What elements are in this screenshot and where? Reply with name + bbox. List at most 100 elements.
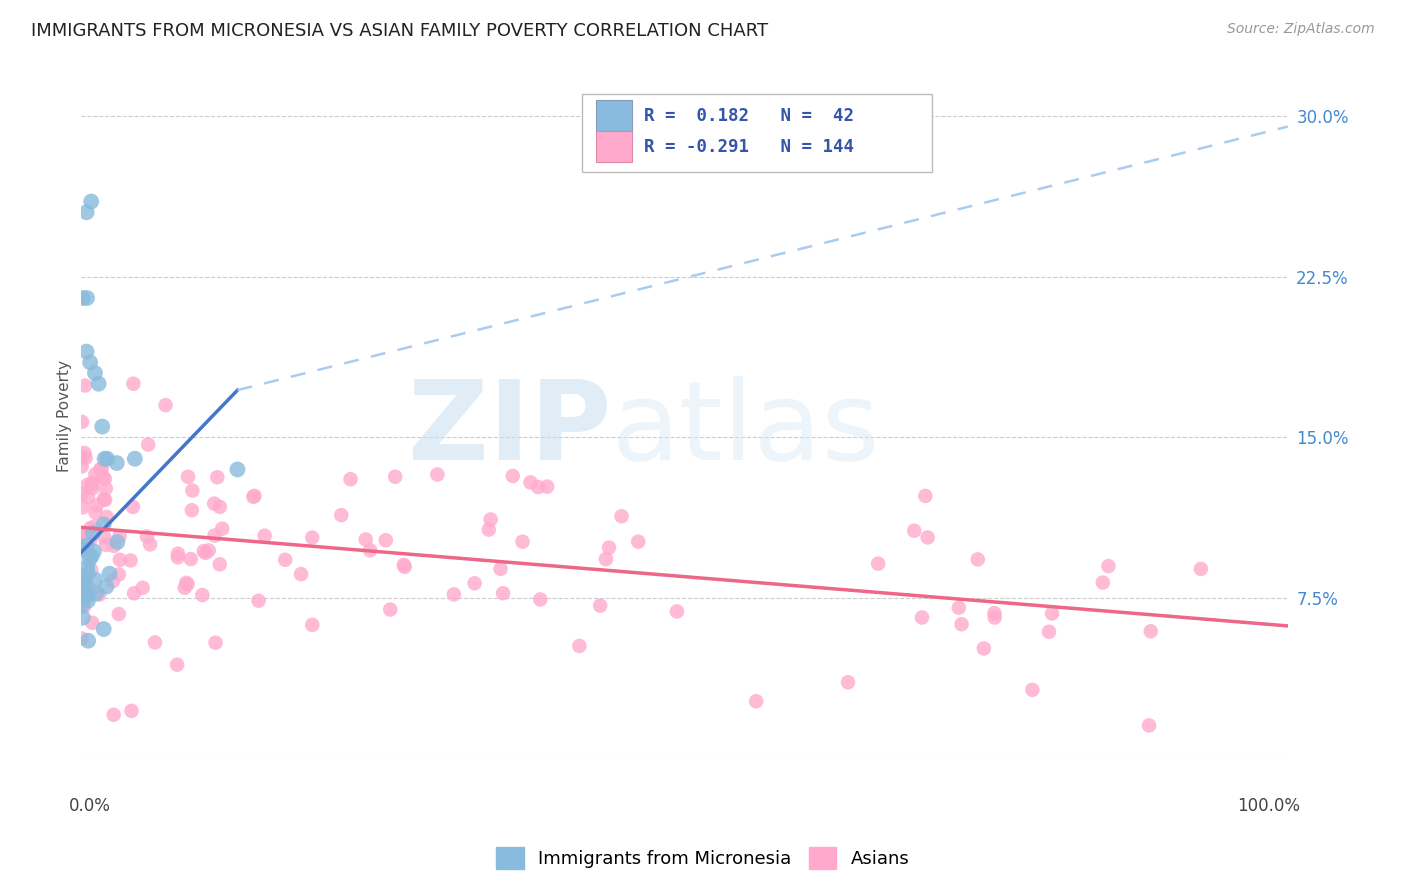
Point	[479, 512, 502, 526]
Point	[96, 580, 118, 594]
Point	[527, 480, 550, 494]
Point	[478, 523, 501, 537]
Point	[70, 530, 93, 544]
Point	[136, 437, 159, 451]
Point	[983, 610, 1005, 624]
Point	[70, 528, 93, 542]
Point	[70, 579, 93, 593]
Point	[443, 587, 465, 601]
Point	[77, 593, 100, 607]
Point	[301, 618, 323, 632]
Point	[180, 503, 202, 517]
Point	[108, 529, 131, 543]
Point	[70, 459, 93, 474]
Point	[93, 451, 115, 466]
Point	[91, 470, 114, 484]
Point	[174, 575, 197, 590]
Point	[1137, 718, 1160, 732]
Point	[204, 636, 226, 650]
Point	[101, 574, 124, 588]
Point	[96, 509, 118, 524]
Point	[122, 586, 145, 600]
Point	[464, 576, 486, 591]
Point	[72, 610, 94, 624]
Point	[96, 451, 118, 466]
Point	[79, 533, 101, 548]
Point	[76, 291, 98, 305]
Point	[73, 446, 96, 460]
Point	[917, 530, 939, 544]
Point	[72, 581, 94, 595]
Point	[394, 560, 416, 574]
Point	[93, 622, 115, 636]
Point	[1139, 624, 1161, 639]
Point	[89, 462, 111, 476]
Point	[108, 553, 131, 567]
Point	[512, 534, 534, 549]
Point	[124, 451, 146, 466]
Point	[911, 610, 934, 624]
Point	[70, 487, 93, 501]
Point	[73, 527, 96, 541]
Point	[595, 552, 617, 566]
Point	[253, 529, 276, 543]
Point	[354, 533, 377, 547]
Point	[627, 534, 650, 549]
Point	[93, 530, 115, 544]
Point	[83, 519, 105, 533]
Point	[903, 524, 925, 538]
Point	[374, 533, 396, 548]
Point	[72, 575, 94, 590]
Point	[167, 547, 190, 561]
Point	[1038, 624, 1060, 639]
Point	[76, 490, 98, 504]
Point	[70, 582, 93, 596]
Point	[359, 543, 381, 558]
Point	[290, 567, 312, 582]
Point	[122, 376, 145, 391]
Point	[502, 469, 524, 483]
Text: 100.0%: 100.0%	[1237, 797, 1301, 814]
Point	[105, 535, 128, 549]
Point	[76, 205, 98, 219]
Text: ZIP: ZIP	[408, 376, 612, 483]
Point	[380, 602, 402, 616]
Point	[77, 545, 100, 559]
Point	[79, 586, 101, 600]
Point	[80, 478, 103, 492]
Point	[589, 599, 612, 613]
Point	[226, 462, 249, 476]
Point	[79, 355, 101, 369]
Point	[82, 475, 104, 490]
Point	[73, 378, 96, 392]
Point	[76, 566, 98, 581]
Point	[339, 472, 361, 486]
FancyBboxPatch shape	[582, 94, 932, 172]
FancyBboxPatch shape	[596, 101, 633, 131]
Point	[243, 489, 266, 503]
Point	[194, 546, 217, 560]
Point	[330, 508, 353, 522]
Point	[103, 539, 125, 553]
Point	[207, 470, 229, 484]
Point	[139, 537, 162, 551]
Point	[93, 517, 115, 532]
Point	[492, 586, 515, 600]
Point	[70, 450, 93, 465]
Point	[181, 483, 204, 498]
Point	[136, 529, 159, 543]
Point	[301, 531, 323, 545]
Point	[76, 560, 98, 574]
Point	[208, 500, 231, 514]
Point	[489, 562, 512, 576]
Point	[75, 587, 97, 601]
Point	[529, 592, 551, 607]
Point	[84, 467, 107, 482]
Point	[70, 541, 93, 556]
Point	[93, 491, 115, 506]
Point	[948, 600, 970, 615]
Point	[82, 615, 104, 630]
Text: atlas: atlas	[612, 376, 880, 483]
Point	[75, 574, 97, 589]
Text: R =  0.182   N =  42: R = 0.182 N = 42	[644, 107, 855, 125]
